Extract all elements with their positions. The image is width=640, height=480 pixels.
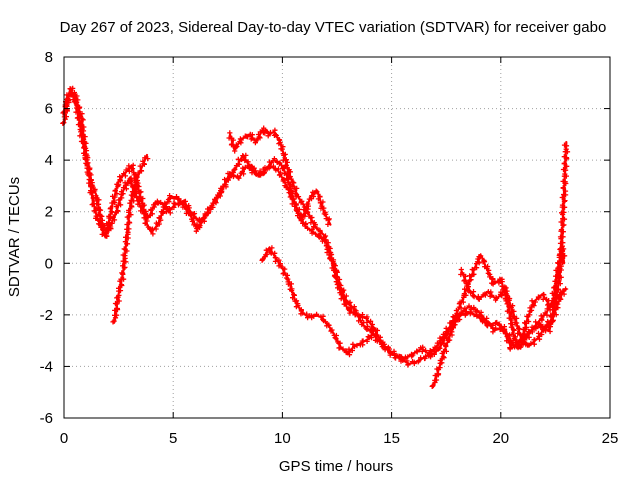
- y-tick-label: 2: [45, 204, 53, 221]
- data-series-track-4: [259, 245, 376, 358]
- series-markers: [110, 155, 151, 325]
- series-trace: [460, 246, 566, 345]
- x-tick-label: 5: [169, 430, 177, 447]
- y-tick-label: 4: [45, 152, 53, 169]
- y-tick-label: -2: [40, 307, 53, 324]
- data-series-track-6: [429, 141, 571, 389]
- data-series-track-7: [458, 246, 568, 345]
- x-tick-label: 10: [274, 430, 291, 447]
- series-markers: [429, 142, 571, 389]
- series-markers: [458, 246, 568, 345]
- y-tick-label: 6: [45, 101, 53, 118]
- series-markers: [259, 245, 376, 358]
- y-tick-labels: -6 -4 -2 0 2 4 6 8: [40, 49, 53, 427]
- x-tick-labels: 0 5 10 15 20 25: [60, 430, 619, 447]
- series-trace: [432, 141, 568, 389]
- x-tick-label: 15: [383, 430, 400, 447]
- y-tick-label: 8: [45, 49, 53, 66]
- series-trace: [62, 92, 332, 234]
- grid-lines: [64, 57, 610, 418]
- series-group: [60, 85, 571, 389]
- x-axis-label: GPS time / hours: [279, 458, 393, 475]
- plot-frame: [63, 56, 611, 419]
- data-series-track-5: [110, 153, 151, 325]
- series-markers: [60, 89, 332, 237]
- x-tick-label: 20: [492, 430, 509, 447]
- chart-title: Day 267 of 2023, Sidereal Day-to-day VTE…: [60, 19, 607, 36]
- x-tick-label: 0: [60, 430, 68, 447]
- data-series-track-2: [60, 89, 332, 237]
- y-tick-label: 0: [45, 255, 53, 272]
- axis-ticks: [63, 56, 611, 419]
- y-tick-label: -6: [40, 410, 53, 427]
- y-tick-label: -4: [40, 358, 53, 375]
- x-tick-label: 25: [602, 430, 619, 447]
- y-axis-label: SDTVAR / TECUs: [6, 177, 23, 297]
